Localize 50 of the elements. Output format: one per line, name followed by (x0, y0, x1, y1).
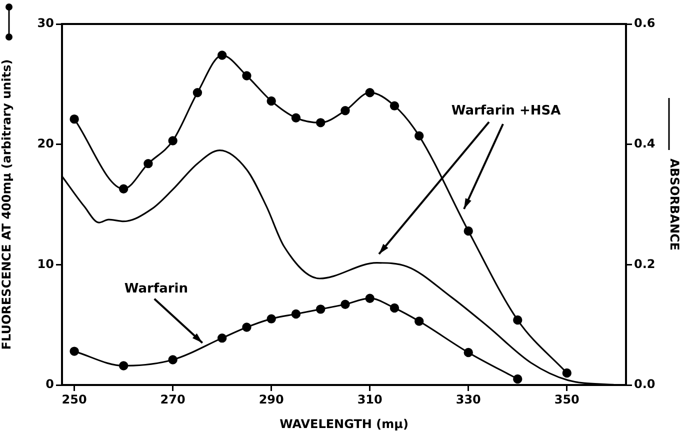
x-tick-label: 330 (456, 392, 481, 406)
y-tick-label: 20 (37, 136, 54, 150)
point (144, 158, 153, 168)
point (340, 300, 350, 309)
y2-tick-label: 0.6 (634, 16, 656, 30)
y2-axis-title: ABSORBANCE (668, 158, 682, 250)
point (464, 348, 473, 358)
y-tick-label: 30 (37, 16, 54, 30)
point (118, 361, 128, 370)
point (513, 315, 522, 325)
point (217, 333, 227, 343)
y2-tick-label: 0.4 (634, 136, 656, 150)
point (414, 131, 424, 141)
x-tick-label: 270 (160, 392, 186, 406)
point (464, 226, 473, 236)
point (168, 355, 178, 364)
point (266, 314, 276, 324)
x-tick-label: 350 (554, 392, 580, 406)
point (316, 304, 326, 314)
y2-tick-label: 0.0 (634, 377, 656, 392)
y2-tick-label: 0.2 (634, 256, 656, 271)
point (513, 374, 522, 384)
point (70, 114, 79, 124)
annotation: Warfarin (124, 281, 188, 296)
point (365, 88, 374, 98)
point (340, 106, 350, 116)
point (316, 118, 326, 128)
point (291, 113, 301, 122)
point (414, 316, 424, 326)
y-axis-title: FLUORESCENCE AT 400mμ (arbitrary units) (0, 59, 14, 350)
point (168, 136, 178, 146)
x-tick-label: 290 (258, 392, 284, 406)
x-tick-label: 250 (62, 392, 87, 406)
x-axis-title: WAVELENGTH (mμ) (280, 416, 408, 431)
y-tick-label: 10 (37, 256, 54, 271)
point (291, 309, 301, 319)
x-tick-label: 310 (357, 392, 382, 406)
point (118, 184, 128, 194)
point (365, 294, 374, 303)
y-tick-label: 0 (46, 377, 54, 392)
point (390, 303, 400, 313)
point (242, 322, 252, 332)
point (242, 71, 252, 80)
point (562, 368, 572, 378)
point (217, 50, 227, 60)
point (390, 101, 400, 110)
annotation: Warfarin +HSA (451, 103, 561, 118)
point (192, 88, 202, 98)
point (266, 96, 276, 106)
point (70, 346, 79, 356)
